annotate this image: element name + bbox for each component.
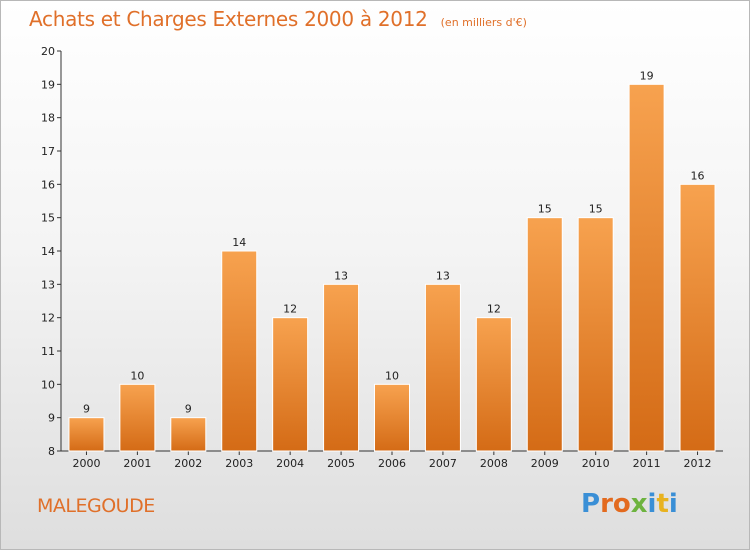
proxiti-logo: Proxiti — [581, 489, 678, 519]
y-tick-label: 12 — [41, 312, 55, 325]
bar-2004 — [272, 317, 309, 452]
logo-letter: r — [600, 489, 613, 519]
bar-2010 — [577, 217, 614, 452]
bar-2012 — [679, 183, 716, 452]
x-tick-label-2004: 2004 — [276, 457, 304, 470]
logo-letter: x — [630, 489, 648, 519]
x-tick-label-2000: 2000 — [72, 457, 100, 470]
x-tick-label-2007: 2007 — [429, 457, 457, 470]
chart-title: Achats et Charges Externes 2000 à 2012 — [29, 7, 428, 31]
value-label-2008: 12 — [487, 303, 501, 316]
y-tick-label: 16 — [41, 178, 55, 191]
bar-2001 — [119, 383, 156, 452]
x-tick-label-2005: 2005 — [327, 457, 355, 470]
x-tick-label-2008: 2008 — [480, 457, 508, 470]
x-tick-label-2009: 2009 — [531, 457, 559, 470]
y-tick-label: 19 — [41, 78, 55, 91]
y-tick-label: 10 — [41, 378, 55, 391]
bar-2011 — [628, 83, 665, 452]
commune-name: MALEGOUDE — [37, 495, 155, 517]
value-label-2000: 9 — [83, 403, 90, 416]
x-tick-label-2010: 2010 — [582, 457, 610, 470]
y-tick-label: 20 — [41, 45, 55, 58]
y-tick-label: 14 — [41, 245, 55, 258]
x-tick-label-2003: 2003 — [225, 457, 253, 470]
bar-2009 — [526, 217, 563, 452]
chart-title-block: Achats et Charges Externes 2000 à 2012 (… — [29, 7, 527, 31]
y-tick-label: 13 — [41, 278, 55, 291]
value-label-2011: 19 — [640, 69, 654, 82]
value-labels: 9 10 9 14 12 13 10 13 12 15 15 19 16 — [83, 69, 705, 415]
axes: 8 9 10 11 12 13 14 15 16 17 18 19 20 2000 2001 2002 2003… — [41, 45, 723, 470]
value-label-2007: 13 — [436, 269, 450, 282]
value-label-2003: 14 — [232, 236, 246, 249]
logo-letter: i — [668, 489, 678, 519]
value-label-2009: 15 — [538, 203, 552, 216]
value-label-2005: 13 — [334, 269, 348, 282]
value-label-2004: 12 — [283, 303, 297, 316]
value-label-2006: 10 — [385, 369, 399, 382]
y-tick-label: 17 — [41, 145, 55, 158]
x-tick-label-2006: 2006 — [378, 457, 406, 470]
x-tick-label-2011: 2011 — [633, 457, 661, 470]
bars — [68, 83, 716, 452]
logo-letter: t — [656, 489, 669, 519]
bar-2002 — [170, 417, 207, 452]
y-tick-label: 15 — [41, 212, 55, 225]
x-tick-label-2001: 2001 — [123, 457, 151, 470]
x-tick-label-2002: 2002 — [174, 457, 202, 470]
x-tick-label-2012: 2012 — [684, 457, 712, 470]
y-tick-label: 11 — [41, 345, 55, 358]
value-label-2010: 15 — [589, 203, 603, 216]
value-label-2012: 16 — [691, 169, 705, 182]
value-label-2002: 9 — [185, 403, 192, 416]
bar-2006 — [374, 383, 410, 452]
y-tick-label: 18 — [41, 112, 55, 125]
y-tick-label: 9 — [48, 412, 55, 425]
chart-subtitle: (en milliers d'€) — [440, 16, 527, 29]
bar-2000 — [68, 417, 105, 452]
value-label-2001: 10 — [130, 369, 144, 382]
bar-2003 — [221, 250, 258, 452]
logo-letter: i — [647, 489, 657, 519]
bar-2007 — [424, 283, 461, 452]
bar-2008 — [475, 317, 512, 452]
y-tick-label: 8 — [48, 445, 55, 458]
logo-letter: o — [612, 489, 631, 519]
logo-letter: P — [581, 489, 601, 519]
bar-2005 — [323, 283, 360, 452]
